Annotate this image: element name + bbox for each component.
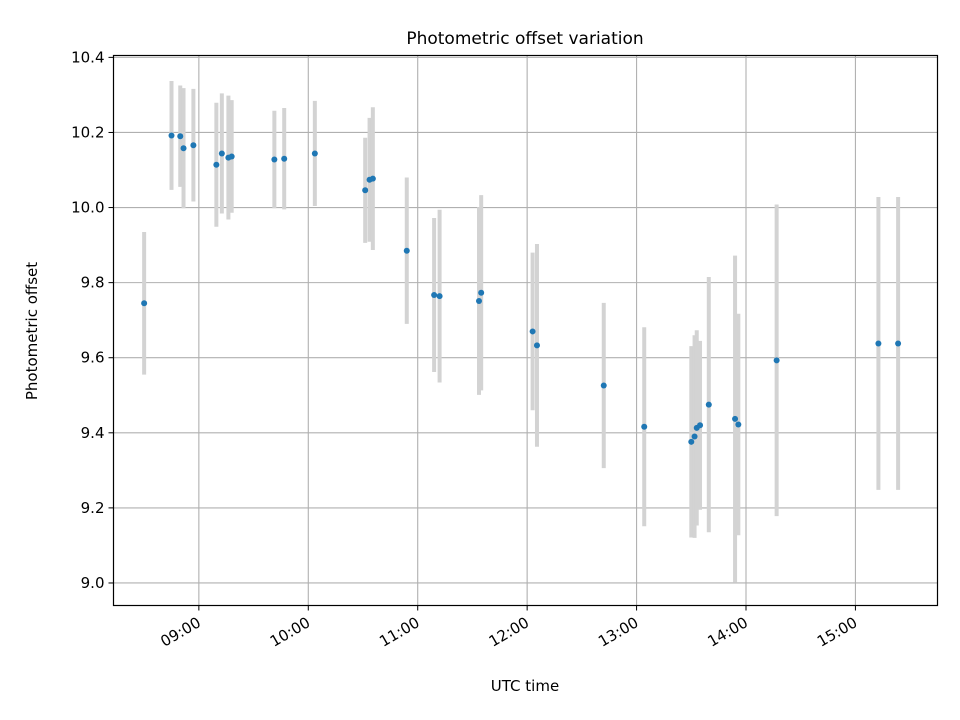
data-point	[691, 433, 698, 440]
y-tick-label: 9.4	[81, 424, 105, 442]
data-point	[732, 415, 739, 422]
data-point	[271, 156, 278, 163]
data-point	[190, 142, 197, 149]
data-point	[697, 422, 704, 429]
x-tick-label: 15:00	[814, 613, 860, 650]
data-point	[369, 175, 376, 182]
x-axis-ticks: 09:00 10:00 11:00 12:00 13:00 14:00 15:00	[157, 605, 860, 651]
y-tick-label: 10.4	[71, 48, 104, 66]
data-point	[875, 340, 882, 347]
data-point	[168, 132, 175, 139]
y-tick-label: 10.2	[71, 123, 104, 141]
error-bars	[142, 81, 901, 583]
data-point	[213, 161, 220, 168]
y-tick-label: 9.8	[81, 274, 105, 292]
data-point	[735, 421, 742, 428]
data-point	[529, 328, 536, 335]
data-point	[436, 293, 443, 300]
x-axis-label: UTC time	[491, 677, 559, 695]
grid	[113, 55, 938, 606]
data-point	[311, 150, 318, 157]
data-point	[403, 247, 410, 254]
data-point	[177, 133, 184, 140]
data-point	[218, 150, 225, 157]
data-point	[895, 340, 902, 347]
data-point	[688, 438, 695, 445]
x-tick-label: 09:00	[157, 613, 203, 650]
data-point	[281, 155, 288, 162]
y-tick-label: 10.0	[71, 199, 104, 217]
y-axis-label: Photometric offset	[23, 262, 41, 400]
x-tick-label: 14:00	[705, 613, 751, 650]
data-point	[141, 300, 148, 307]
data-point	[431, 292, 438, 299]
x-tick-label: 13:00	[595, 613, 641, 650]
x-tick-label: 10:00	[267, 613, 313, 650]
data-point	[705, 401, 712, 408]
data-point	[533, 342, 540, 349]
data-point	[641, 423, 648, 430]
chart-title: Photometric offset variation	[406, 29, 643, 49]
data-point	[478, 289, 485, 296]
y-axis-ticks: 9.0 9.2 9.4 9.6 9.8 10.0 10.2 10.4	[71, 48, 114, 592]
data-point	[475, 298, 482, 305]
y-tick-label: 9.2	[81, 499, 105, 517]
y-tick-label: 9.6	[81, 349, 105, 367]
plot-frame	[112, 54, 939, 607]
data-point	[600, 382, 607, 389]
data-points	[141, 132, 902, 445]
data-point	[773, 357, 780, 364]
x-tick-label: 12:00	[486, 613, 532, 650]
data-point	[180, 145, 187, 152]
data-point	[228, 153, 235, 160]
x-tick-label: 11:00	[376, 613, 422, 650]
data-point	[362, 187, 369, 194]
y-tick-label: 9.0	[81, 574, 105, 592]
